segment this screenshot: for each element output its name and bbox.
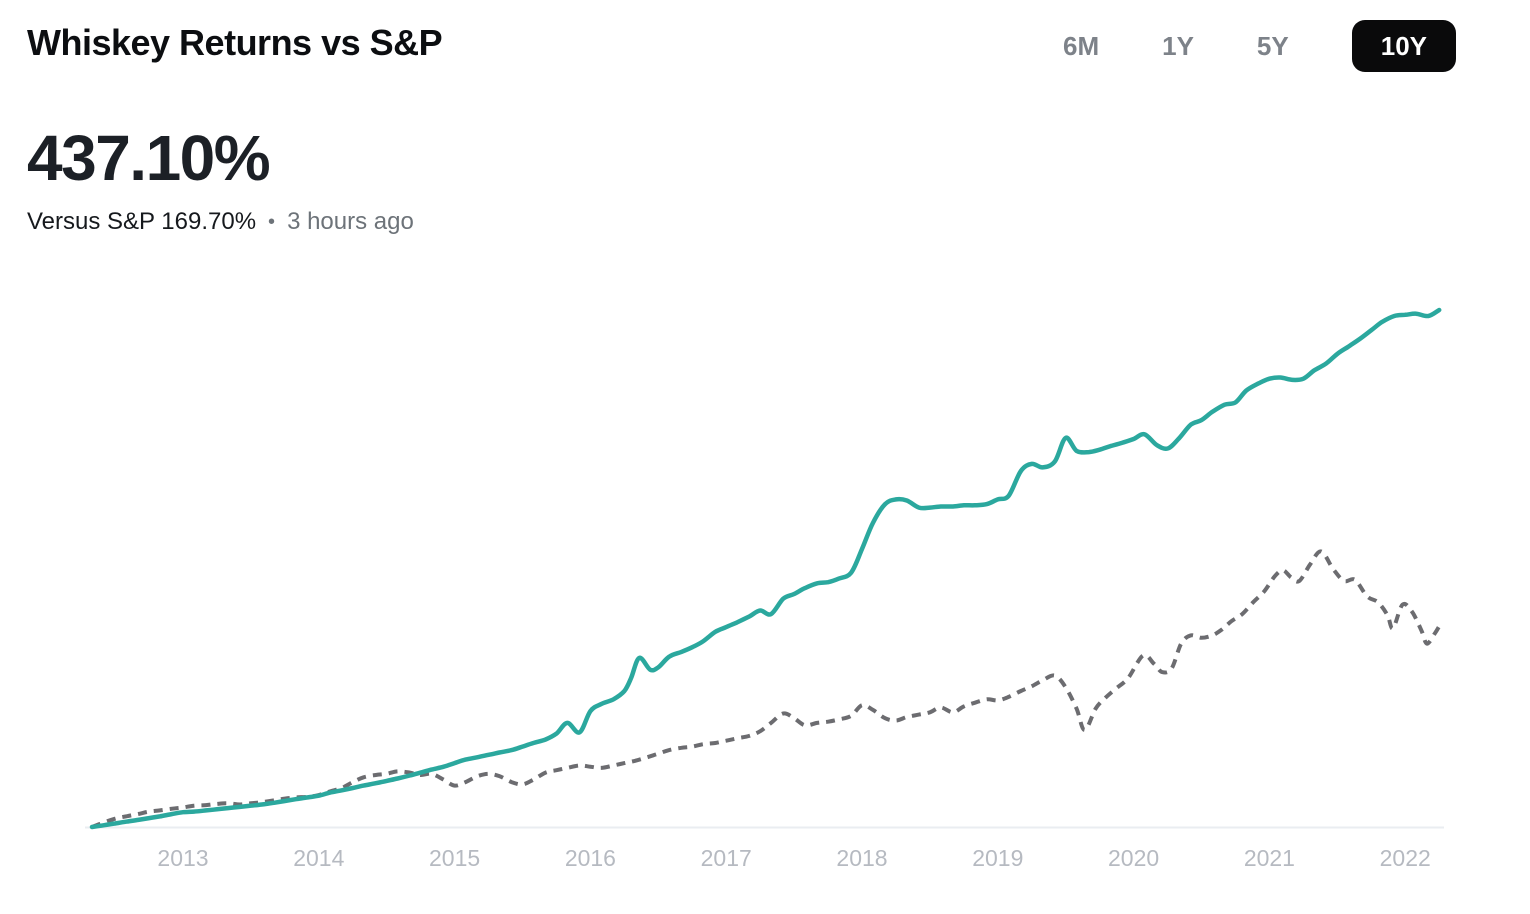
range-button-1y[interactable]: 1Y — [1162, 20, 1194, 72]
x-tick-label-2021: 2021 — [1244, 845, 1295, 871]
x-tick-label-2017: 2017 — [701, 845, 752, 871]
x-tick-label-2022: 2022 — [1380, 845, 1431, 871]
x-tick-label-2013: 2013 — [157, 845, 208, 871]
total-return-value: 437.10% — [27, 122, 271, 194]
x-tick-label-2016: 2016 — [565, 845, 616, 871]
range-selector: 6M 1Y 5Y 10Y — [1063, 20, 1456, 72]
range-button-10y[interactable]: 10Y — [1351, 20, 1456, 72]
page-title: Whiskey Returns vs S&P — [27, 22, 443, 63]
separator-dot: • — [268, 210, 276, 233]
range-button-5y[interactable]: 5Y — [1257, 20, 1289, 72]
versus-sp-label: Versus S&P 169.70% — [27, 208, 257, 235]
x-tick-label-2018: 2018 — [836, 845, 887, 871]
updated-timestamp: 3 hours ago — [287, 208, 414, 235]
comparison-subline: Versus S&P 169.70% • 3 hours ago — [27, 208, 414, 236]
x-tick-label-2015: 2015 — [429, 845, 480, 871]
range-button-6m[interactable]: 6M — [1063, 20, 1099, 72]
x-tick-label-2020: 2020 — [1108, 845, 1159, 871]
x-tick-label-2014: 2014 — [293, 845, 344, 871]
whiskey-line-series — [89, 307, 1442, 830]
x-tick-label-2019: 2019 — [972, 845, 1023, 871]
sp-line-series — [91, 549, 1441, 829]
